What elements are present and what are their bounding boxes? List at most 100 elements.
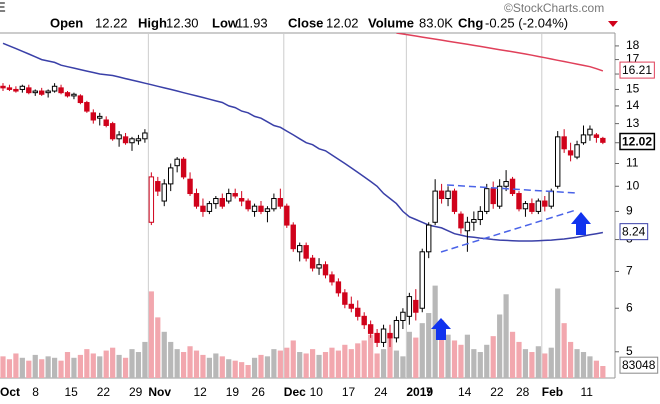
x-tick-label: Feb: [542, 385, 563, 399]
volume-bar: [451, 340, 458, 378]
y-tick-label: 18: [626, 38, 640, 52]
candle-body: [316, 264, 322, 269]
change-indicator: [608, 21, 618, 27]
candle-body: [297, 245, 303, 253]
x-tick-label: 8: [32, 385, 39, 399]
volume-bar: [148, 291, 154, 378]
value-label-box: [619, 132, 656, 151]
candle-body: [109, 123, 116, 140]
candle-body: [593, 134, 600, 138]
candle-body: [555, 136, 561, 187]
candle-body: [335, 281, 342, 294]
quote-label: Open: [50, 15, 83, 30]
y-tick-label: 11: [626, 156, 639, 170]
candle-body: [277, 198, 284, 207]
candle-body: [413, 299, 419, 313]
candle-body: [516, 193, 522, 210]
volume-bar: [393, 350, 400, 378]
quote-label: High: [138, 15, 167, 30]
candle-body: [90, 112, 96, 121]
volume-bar: [574, 349, 580, 378]
value-label: 12.02: [622, 135, 652, 149]
volume-bar: [561, 323, 567, 378]
candle-body: [6, 87, 13, 90]
volume-bar: [155, 317, 161, 378]
y-tick-label: 5: [626, 344, 633, 358]
x-tick-label: 28: [516, 385, 530, 399]
candle-body: [122, 136, 129, 144]
volume-bar: [400, 356, 406, 378]
quote-value: 12.30: [166, 15, 199, 30]
volume-bar: [174, 349, 180, 378]
trendline: [440, 209, 577, 253]
x-tick-label: 26: [252, 385, 266, 399]
volume-bar: [6, 359, 13, 378]
volume-bar: [26, 360, 32, 378]
candle-body: [393, 319, 400, 339]
volume-bar: [509, 331, 516, 378]
candle-body: [187, 178, 193, 195]
candle-body: [426, 224, 432, 253]
candle-body: [51, 85, 58, 92]
candle-body: [503, 181, 509, 187]
candle-body: [142, 132, 148, 140]
candle-body: [19, 85, 26, 90]
candle-body: [380, 328, 387, 343]
volume-bar: [200, 354, 206, 378]
x-tick-label: 29: [129, 385, 143, 399]
volume-bar: [522, 349, 529, 378]
volume-bar: [297, 352, 303, 378]
candle-body: [406, 296, 413, 317]
candle-body: [206, 203, 213, 212]
quote-label: Close: [288, 15, 323, 30]
candle-body: [84, 102, 90, 112]
y-tick-label: 7: [626, 264, 633, 278]
candle-body: [303, 245, 309, 259]
volume-bar: [445, 334, 451, 378]
moving-average: [396, 33, 604, 72]
candle-body: [574, 144, 580, 158]
volume-bar: [58, 360, 64, 378]
volume-bar: [135, 352, 142, 378]
candle-body: [264, 208, 271, 212]
volume-bar: [548, 347, 554, 378]
volume-bar: [464, 334, 470, 378]
volume-bar: [303, 353, 309, 378]
y-tick-label: 14: [626, 98, 640, 112]
candle-body: [587, 128, 593, 136]
volume-bar: [213, 353, 219, 378]
volume-bar: [193, 350, 200, 378]
x-tick-label: 19: [226, 385, 240, 399]
volume-bar: [516, 341, 522, 378]
quote-value: 11.93: [236, 15, 268, 30]
value-label-box: [619, 223, 649, 241]
candle-body: [329, 274, 335, 283]
value-label: 83048: [622, 358, 656, 372]
candle-body: [496, 185, 503, 207]
candle-body: [271, 198, 277, 210]
candle-body: [355, 307, 361, 317]
volume-bar: [322, 352, 329, 378]
volume-bar: [471, 349, 477, 378]
moving-averages: [2, 33, 604, 242]
candle-body: [348, 303, 355, 309]
volume-bar: [355, 343, 361, 378]
candle-body: [0, 85, 6, 89]
volume-bar: [310, 349, 316, 378]
volume-bar: [368, 334, 374, 378]
candle-body: [509, 178, 516, 195]
candle-body: [471, 219, 477, 223]
volume-bar: [219, 356, 225, 378]
candle-body: [477, 210, 484, 221]
candle-body: [374, 332, 380, 343]
volume-bar: [97, 356, 103, 378]
volume-bar: [271, 349, 277, 378]
volume-bar: [64, 352, 71, 378]
candle-body: [32, 90, 38, 94]
volume-bar: [0, 356, 6, 378]
candle-body: [200, 205, 206, 212]
volume-bar: [258, 354, 264, 378]
volume-bar: [342, 344, 348, 378]
